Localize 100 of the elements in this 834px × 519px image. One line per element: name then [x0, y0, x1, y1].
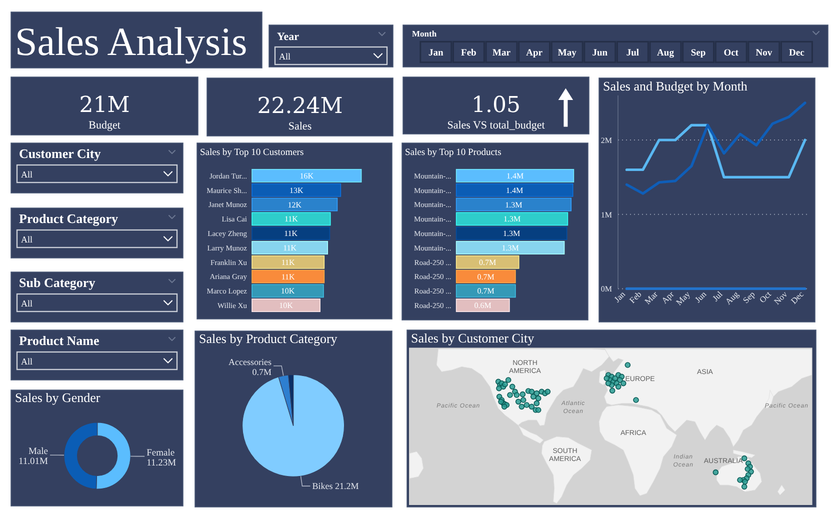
x-tick-label: Apr — [659, 288, 676, 306]
bar — [252, 183, 342, 197]
text: Sub Category — [19, 275, 96, 290]
data-label: 1.3M — [503, 214, 521, 224]
bar — [252, 255, 325, 269]
data-label: 1.3M — [503, 229, 520, 238]
text: All — [21, 298, 33, 308]
data-label: 0.7M — [479, 258, 496, 267]
bar — [456, 183, 574, 197]
text: 21M — [79, 93, 130, 118]
text: Customer City — [19, 146, 102, 161]
chart-title: Sales by Gender — [15, 390, 101, 405]
text: Apr — [526, 48, 544, 59]
data-label: 1.4M — [506, 172, 524, 180]
bar — [252, 212, 331, 226]
text: Jan — [428, 48, 444, 59]
data-label: 1.4M — [506, 186, 524, 195]
text: May — [558, 48, 577, 59]
data-label: 11K — [281, 258, 296, 267]
text: Year — [277, 31, 300, 43]
data-label: 11.01M — [18, 457, 49, 468]
chart-title: Sales and Budget by Month — [603, 78, 748, 94]
text: Sales — [288, 120, 312, 132]
bar — [252, 168, 362, 182]
y-tick-label: 2M — [600, 136, 612, 146]
text: Budget — [88, 120, 120, 132]
text: Mar — [492, 48, 512, 59]
x-tick-label: Mar — [642, 288, 660, 306]
text: Sales by Customer City — [411, 330, 535, 346]
slice-label: Bikes — [312, 481, 334, 492]
bar — [456, 240, 565, 254]
x-tick-label: May — [674, 288, 692, 308]
x-tick-label: Jan — [612, 288, 628, 304]
data-label: 1.3M — [505, 200, 522, 210]
bar — [456, 168, 574, 182]
line-series — [625, 102, 806, 195]
text: Oct — [724, 48, 740, 59]
text: All — [21, 356, 33, 366]
data-label: 11.23M — [146, 458, 177, 468]
slice-label: Accessories — [228, 356, 272, 367]
bar — [456, 198, 572, 212]
bar — [456, 255, 520, 269]
bar — [252, 240, 328, 254]
slice-label: Female — [146, 448, 175, 458]
text: Jun — [592, 48, 608, 59]
x-tick-label: Jun — [692, 288, 709, 304]
y-tick-label: 0M — [600, 284, 612, 294]
data-label: 0.6M — [474, 301, 492, 310]
bar — [456, 270, 516, 284]
text: All — [21, 170, 33, 180]
data-label: 0.7M — [252, 366, 272, 377]
x-tick-label: Feb — [627, 289, 644, 306]
pie-slice — [242, 374, 345, 477]
text: Aug — [657, 48, 674, 59]
bar — [252, 270, 325, 284]
data-label: 1.3M — [502, 244, 519, 252]
text: Product Category — [19, 211, 119, 226]
bar — [252, 284, 324, 298]
bar — [456, 212, 568, 226]
text: Nov — [756, 48, 772, 59]
data-label: 11K — [284, 214, 298, 224]
data-label: 10K — [279, 301, 294, 310]
data-label: 11K — [281, 272, 296, 282]
bar — [252, 298, 320, 312]
x-tick-label: Aug — [723, 288, 742, 306]
data-label: 16K — [300, 172, 314, 180]
text: Sales VS total_budget — [447, 120, 545, 132]
chart-title: Sales by Top 10 Customers — [200, 148, 304, 158]
text: Product Name — [19, 333, 100, 348]
x-tick-label: Dec — [788, 288, 806, 306]
data-label: 21.2M — [332, 481, 359, 492]
data-label: 11K — [284, 229, 298, 238]
bar — [456, 226, 568, 240]
text: Sales Analysis — [15, 19, 248, 64]
data-label: 0.7M — [477, 286, 494, 296]
text: All — [279, 52, 291, 62]
text: Dec — [789, 48, 804, 59]
text: Feb — [461, 48, 476, 59]
data-label: 11K — [283, 244, 297, 252]
text: 1.05 — [472, 93, 520, 118]
bar — [252, 198, 338, 212]
bar — [456, 284, 516, 298]
bar — [252, 226, 330, 240]
data-label: 13K — [289, 186, 304, 195]
bar — [456, 298, 510, 312]
x-tick-label: Jul — [710, 288, 725, 304]
x-tick-label: Oct — [757, 288, 774, 305]
data-label: 10K — [280, 286, 295, 296]
text: Jul — [626, 48, 640, 59]
data-label: 0.7M — [477, 272, 494, 282]
chart-title: Sales by Top 10 Products — [405, 148, 502, 158]
x-tick-label: Sep — [740, 289, 757, 306]
y-tick-label: 1M — [600, 210, 612, 220]
text: 22.24M — [257, 94, 343, 119]
text: All — [21, 234, 33, 244]
x-tick-label: Nov — [772, 288, 790, 306]
text: Month — [412, 28, 437, 38]
data-label: 12K — [288, 200, 302, 210]
chart-title: Sales by Product Category — [199, 331, 338, 346]
slice-label: Male — [28, 447, 48, 458]
